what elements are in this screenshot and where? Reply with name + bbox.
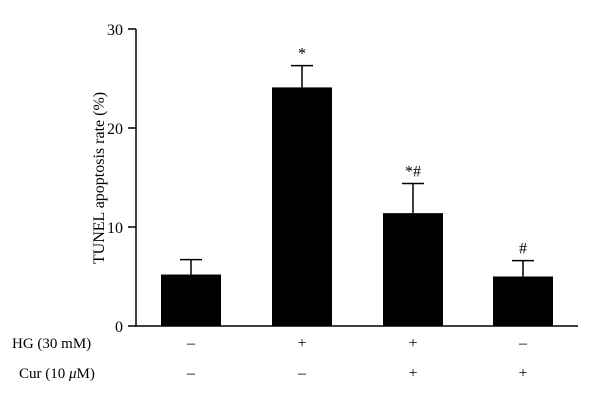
y-tick-label: 0	[115, 319, 123, 336]
hg-condition-row: – + + –	[186, 335, 528, 352]
condition-value: +	[408, 335, 417, 352]
cur-label-prefix: Cur (10	[19, 366, 69, 382]
condition-value: +	[297, 335, 306, 352]
bar	[272, 87, 332, 326]
y-axis-label: TUNEL apoptosis rate (%)	[91, 92, 108, 264]
y-tick-label: 20	[107, 121, 123, 138]
bar	[383, 213, 443, 326]
significance-annotation: *	[298, 46, 306, 63]
bars-group: * *# #	[161, 46, 553, 326]
bar	[161, 274, 221, 326]
condition-label-cur: Cur (10 μM)	[19, 366, 95, 382]
cur-label-suffix: M)	[77, 366, 95, 382]
cur-condition-row: – – + +	[186, 365, 528, 382]
condition-value: +	[518, 365, 527, 382]
significance-annotation: *#	[405, 163, 421, 180]
condition-value: –	[297, 365, 307, 382]
cur-label-unit: μ	[68, 366, 77, 382]
condition-value: –	[186, 335, 196, 352]
significance-annotation: #	[519, 241, 527, 258]
condition-value: –	[186, 365, 196, 382]
condition-value: +	[408, 365, 417, 382]
condition-label-hg: HG (30 mM)	[12, 336, 91, 352]
y-axis-ticks: 0 10 20 30	[107, 22, 136, 336]
bar	[493, 276, 553, 326]
condition-value: –	[518, 335, 528, 352]
y-tick-label: 30	[107, 22, 123, 39]
y-tick-label: 10	[107, 220, 123, 237]
